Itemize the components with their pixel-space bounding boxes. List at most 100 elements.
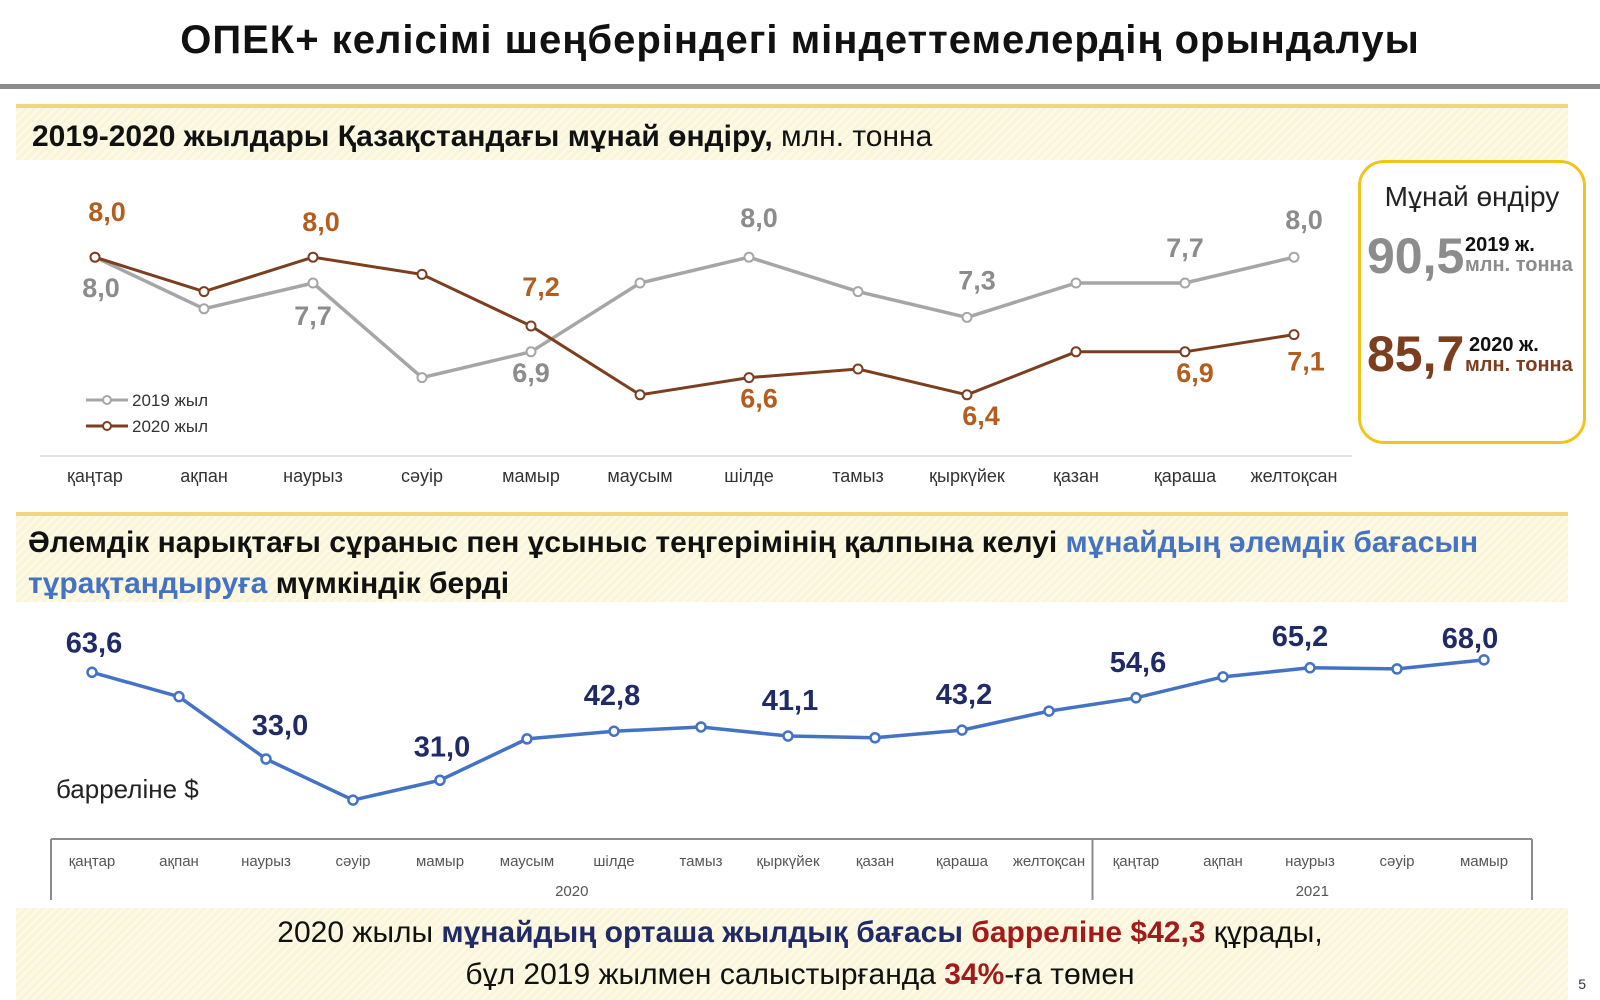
data-label: 7,2 xyxy=(522,272,560,302)
data-label: 8,0 xyxy=(1285,205,1323,235)
data-label: 6,9 xyxy=(512,358,550,388)
data-point xyxy=(961,311,973,323)
price-label: 54,6 xyxy=(1110,647,1166,679)
data-point xyxy=(961,389,973,401)
data-point xyxy=(1288,329,1300,341)
data-label: 8,0 xyxy=(88,197,126,227)
oil-price-chart: 63,6 33,0 31,0 42,8 41,1 43,2 54,6 65,2 68,0 барр… xyxy=(50,621,1533,900)
page-number: 5 xyxy=(1578,976,1586,992)
price-label: 33,0 xyxy=(252,710,308,742)
x-tick-label: сәуір xyxy=(1379,853,1414,870)
price-point xyxy=(782,730,794,742)
data-label: 6,6 xyxy=(740,384,778,414)
legend-label: 2019 жыл xyxy=(132,391,208,410)
x-tick-label: мамыр xyxy=(1460,853,1508,870)
section2-heading-part1: Әлемдік нарықтағы сұраныс пен ұсыныс тең… xyxy=(28,526,1066,559)
section2-band-rule xyxy=(16,512,1568,516)
x-tick-label: ақпан xyxy=(1203,853,1243,870)
footer-line2: бұл 2019 жылмен салыстырғанда 34%-ға төм… xyxy=(0,958,1600,992)
x-tick-label: сәуір xyxy=(335,853,370,870)
x-tick-label: маусым xyxy=(607,466,672,486)
x-tick-label: қараша xyxy=(936,853,989,870)
data-point xyxy=(307,277,319,289)
x-tick-label: ақпан xyxy=(180,466,228,486)
data-point xyxy=(1179,277,1191,289)
section2-band xyxy=(16,516,1568,602)
data-point xyxy=(198,303,210,315)
price-point xyxy=(1043,705,1055,717)
data-point xyxy=(743,372,755,384)
price-point xyxy=(1391,663,1403,675)
footer-decline-percent: 34% xyxy=(944,958,1005,991)
year-group-label: 2021 xyxy=(1296,883,1329,900)
section1-heading: 2019-2020 жылдары Қазақстандағы мұнай өн… xyxy=(32,120,932,154)
data-label: 8,0 xyxy=(302,207,340,237)
data-point xyxy=(852,286,864,298)
data-label: 8,0 xyxy=(82,273,120,303)
data-point xyxy=(89,251,101,263)
price-label: 41,1 xyxy=(762,685,818,717)
production-chart: қаңтар ақпан наурыз сәуір мамыр маусым шілде та… xyxy=(40,197,1352,486)
data-point xyxy=(198,286,210,298)
section1-heading-text: 2019-2020 жылдары Қазақстандағы мұнай өн… xyxy=(32,120,773,153)
x-tick-label: қаңтар xyxy=(69,853,116,870)
price-point xyxy=(173,690,185,703)
x-tick-label: тамыз xyxy=(679,853,722,870)
summary-2020-unit: млн. тонна xyxy=(1465,354,1573,376)
footer-line2-a: бұл 2019 жылмен салыстырғанда xyxy=(465,958,945,991)
x-tick-label: сәуір xyxy=(401,466,443,486)
x-tick-label: қыркүйек xyxy=(756,853,819,870)
legend-label: 2020 жыл xyxy=(132,417,208,436)
x-tick-label: шілде xyxy=(593,853,634,870)
footer-band xyxy=(16,908,1568,1000)
data-point xyxy=(634,277,646,289)
data-point xyxy=(416,268,428,280)
x-tick-label: қыркүйек xyxy=(929,466,1005,486)
price-point xyxy=(260,753,272,765)
footer-average-price: барреліне $42,3 xyxy=(962,916,1206,949)
price-point xyxy=(608,725,620,737)
data-point xyxy=(1179,346,1191,358)
data-point xyxy=(634,389,646,401)
summary-2019-unit: млн. тонна xyxy=(1465,254,1573,276)
x-tick-label: желтоқсан xyxy=(1251,466,1338,486)
data-point xyxy=(416,372,428,384)
series-line-2019 xyxy=(94,255,1295,380)
price-point xyxy=(869,732,881,744)
price-label: 31,0 xyxy=(414,731,470,763)
data-label: 6,4 xyxy=(962,401,1000,431)
summary-2020-year: 2020 ж. xyxy=(1469,334,1539,356)
data-point xyxy=(1070,346,1082,358)
title-divider xyxy=(0,84,1600,89)
price-label: 65,2 xyxy=(1272,621,1328,653)
data-point xyxy=(525,320,537,332)
data-label: 7,7 xyxy=(1166,233,1204,263)
section2-heading-part3: мүмкіндік берді xyxy=(267,567,510,600)
data-label: 7,1 xyxy=(1287,347,1325,377)
summary-2019-value: 90,5 xyxy=(1367,228,1465,284)
legend-marker xyxy=(102,421,112,431)
footer-line1-a: 2020 жылы xyxy=(277,916,442,949)
price-point xyxy=(347,794,359,806)
data-label: 7,3 xyxy=(958,265,996,295)
y-axis-unit-label: барреліне $ xyxy=(56,774,199,804)
x-tick-label: наурыз xyxy=(241,853,291,870)
series-line-2020 xyxy=(94,255,1295,397)
price-label: 43,2 xyxy=(936,679,992,711)
page-title: ОПЕК+ келісімі шеңберіндегі міндеттемеле… xyxy=(180,18,1420,62)
x-tick-label: қаңтар xyxy=(67,466,123,486)
x-tick-label: ақпан xyxy=(159,853,199,870)
x-tick-label: наурыз xyxy=(283,466,343,486)
x-tick-label: мамыр xyxy=(502,466,560,486)
data-point xyxy=(307,251,319,263)
data-point xyxy=(852,363,864,375)
summary-2019-year: 2019 ж. xyxy=(1465,234,1535,256)
legend-marker xyxy=(102,395,112,405)
price-label: 42,8 xyxy=(584,680,640,712)
data-point xyxy=(743,251,755,263)
x-tick-label: қараша xyxy=(1154,466,1217,486)
price-label: 63,6 xyxy=(66,627,122,659)
price-point xyxy=(521,733,533,745)
footer-line1-d: құрады, xyxy=(1205,916,1323,949)
price-point xyxy=(956,724,968,736)
